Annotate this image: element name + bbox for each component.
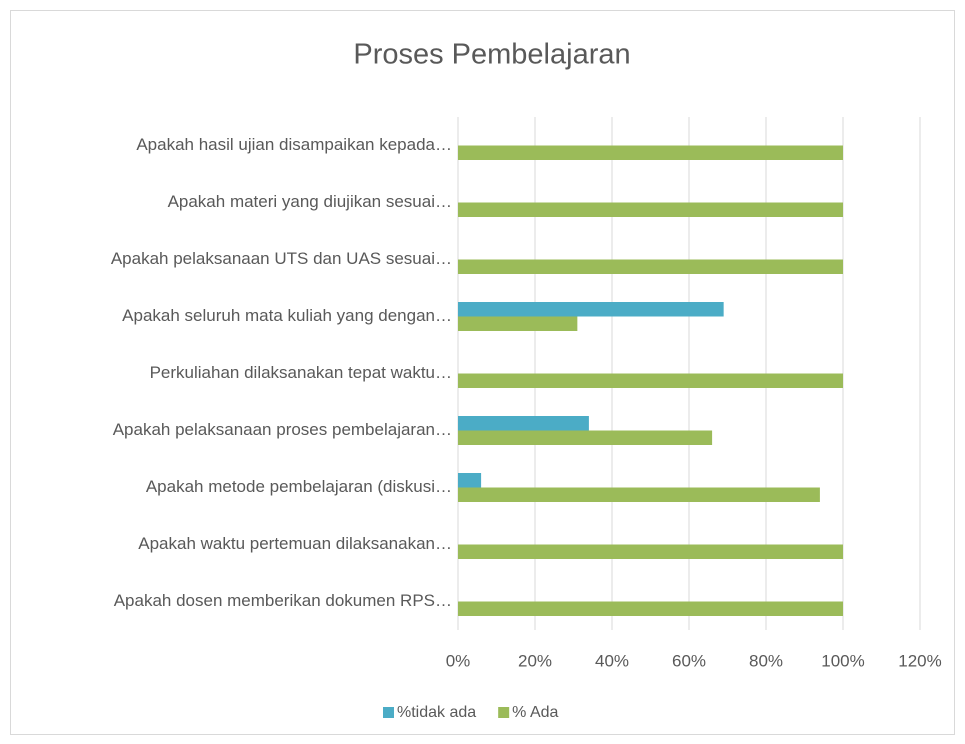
x-tick-label: 40% — [595, 651, 629, 670]
y-tick-label: Apakah pelaksanaan UTS dan UAS sesuai… — [111, 249, 452, 268]
y-tick-label: Apakah dosen memberikan dokumen RPS… — [114, 591, 452, 610]
bars — [458, 145, 843, 616]
x-tick-label: 0% — [446, 651, 471, 670]
legend-label: % Ada — [512, 704, 558, 721]
bar — [458, 373, 843, 388]
x-tick-label: 80% — [749, 651, 783, 670]
y-tick-label: Apakah pelaksanaan proses pembelajaran… — [113, 420, 452, 439]
x-tick-label: 100% — [821, 651, 864, 670]
x-tick-label: 20% — [518, 651, 552, 670]
bar — [458, 430, 713, 445]
bar — [458, 302, 724, 317]
legend-swatch — [383, 707, 394, 718]
chart-title: Proses Pembelajaran — [353, 39, 630, 71]
bar — [458, 416, 589, 431]
bar — [458, 145, 843, 160]
bar — [458, 544, 843, 559]
bar — [458, 202, 843, 217]
bar — [458, 316, 578, 331]
y-tick-label: Apakah metode pembelajaran (diskusi… — [146, 477, 452, 496]
y-tick-label: Apakah hasil ujian disampaikan kepada… — [136, 135, 452, 154]
x-tick-label: 60% — [672, 651, 706, 670]
bar — [458, 487, 820, 502]
bar — [458, 601, 843, 616]
bar — [458, 473, 482, 488]
y-tick-label: Apakah materi yang diujikan sesuai… — [168, 192, 452, 211]
y-tick-label: Apakah waktu pertemuan dilaksanakan… — [138, 534, 452, 553]
x-tick-label: 120% — [898, 651, 941, 670]
bar — [458, 259, 843, 274]
legend: %tidak ada % Ada — [383, 704, 559, 721]
legend-swatch — [498, 707, 510, 718]
y-tick-label: Perkuliahan dilaksanakan tepat waktu… — [150, 363, 452, 382]
y-tick-label: Apakah seluruh mata kuliah yang dengan… — [122, 306, 452, 325]
legend-label: %tidak ada — [397, 704, 476, 721]
labels: 0% 20% 40% 60% 80% 100% 120% Apakah hasil ujian… — [111, 135, 942, 671]
